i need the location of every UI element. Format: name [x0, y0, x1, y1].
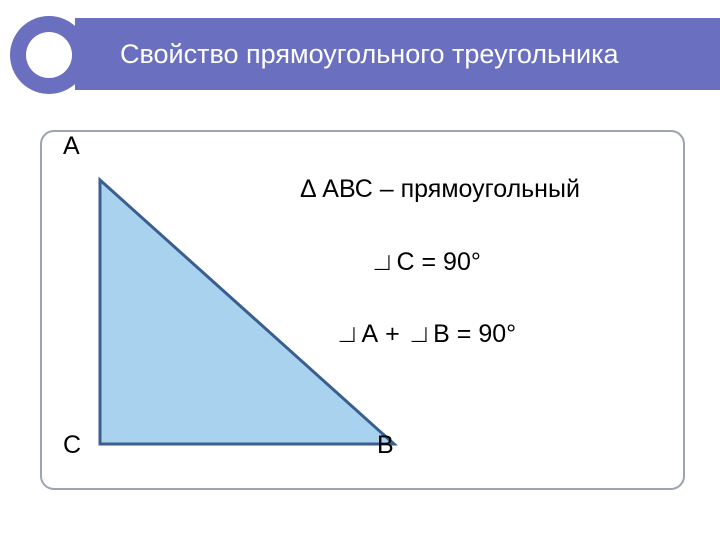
header-bar: Свойство прямоугольного треугольника [75, 18, 720, 90]
angle-icon: ∟ [407, 320, 431, 349]
triangle-shape [100, 180, 394, 444]
header-bullet-inner [26, 32, 72, 78]
triangle-diagram [64, 168, 409, 460]
angle-b-var: В [433, 320, 450, 348]
formula-triangle-type: Δ АВС – прямоугольный [300, 175, 580, 204]
formula-angle-sum: ∟А + ∟В = 90° [335, 320, 516, 349]
vertex-label-b: В [377, 431, 394, 460]
angle-sum-eq: = 90 [450, 320, 506, 348]
formula-angle-c: ∟С = 90° [370, 248, 481, 277]
angle-c-eq: = 90 [415, 248, 471, 276]
angle-sum-deg: ° [506, 320, 516, 348]
angle-icon: ∟ [370, 248, 394, 277]
vertex-label-a: А [63, 132, 80, 161]
angle-c-deg: ° [471, 248, 481, 276]
vertex-label-c: С [63, 431, 81, 460]
plus-sign: + [378, 320, 407, 348]
delta-prefix: Δ АВС – [300, 175, 401, 203]
triangle-type: прямоугольный [401, 175, 580, 203]
header-title: Свойство прямоугольного треугольника [120, 39, 619, 70]
angle-a-var: А [361, 320, 378, 348]
angle-c-var: С [396, 248, 414, 276]
slide-header: Свойство прямоугольного треугольника [0, 0, 720, 105]
angle-icon: ∟ [335, 320, 359, 349]
